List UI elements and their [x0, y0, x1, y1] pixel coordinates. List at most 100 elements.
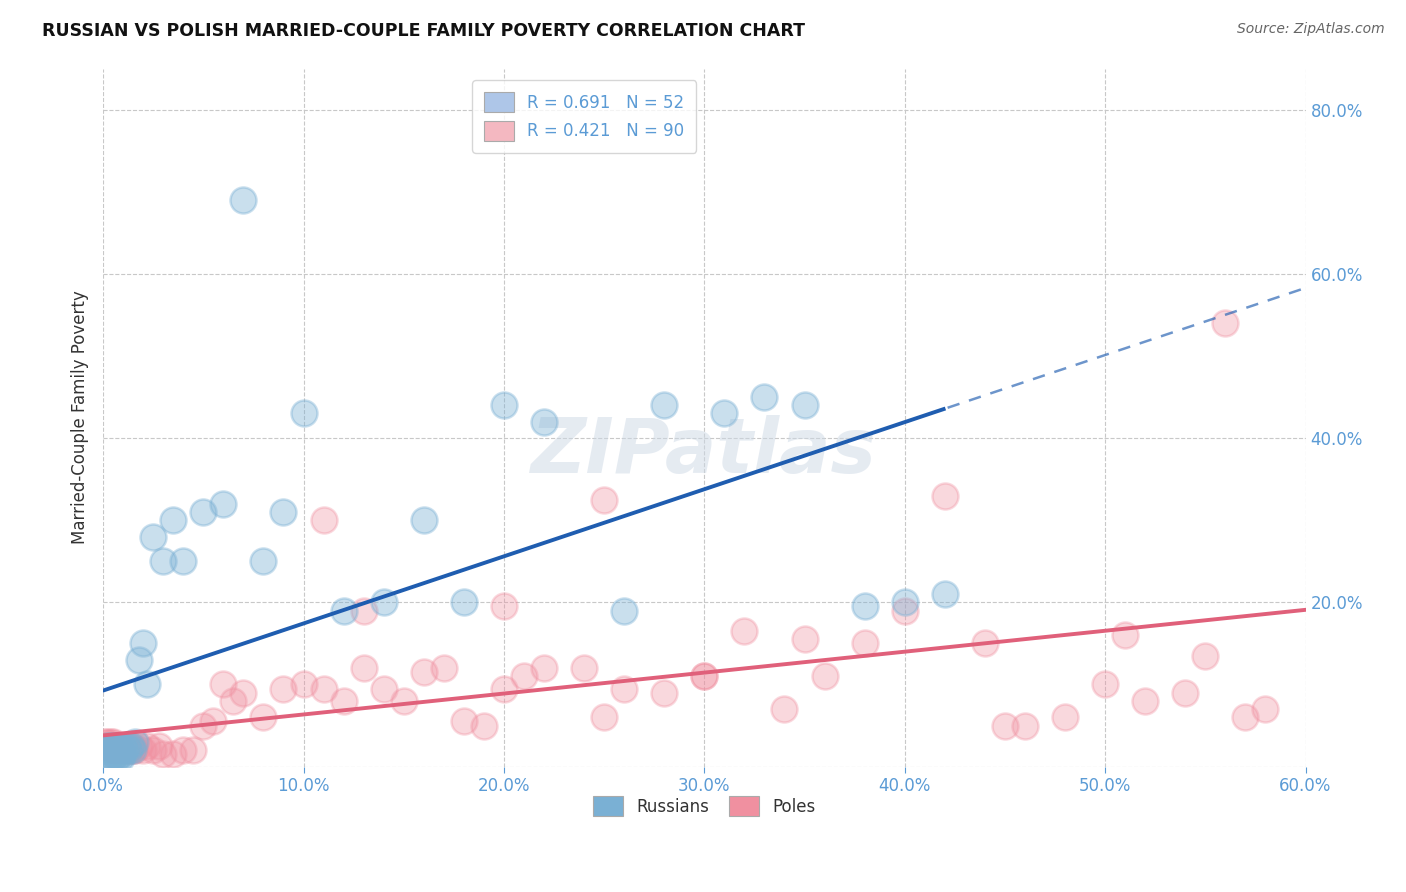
Point — [114, 743, 136, 757]
Point — [101, 739, 124, 753]
Point — [793, 632, 815, 647]
Point — [108, 747, 131, 762]
Point — [104, 739, 127, 753]
Point — [412, 665, 434, 680]
Point — [613, 603, 636, 617]
Point — [105, 743, 128, 757]
Point — [172, 743, 194, 757]
Point — [114, 739, 136, 753]
Point — [273, 505, 295, 519]
Point — [104, 747, 127, 762]
Point — [115, 743, 138, 757]
Point — [893, 603, 915, 617]
Point — [332, 694, 354, 708]
Text: ZIPatlas: ZIPatlas — [531, 416, 877, 490]
Point — [1114, 628, 1136, 642]
Point — [572, 661, 595, 675]
Point — [162, 747, 184, 762]
Point — [994, 718, 1017, 732]
Point — [114, 743, 136, 757]
Point — [136, 677, 159, 691]
Point — [124, 735, 146, 749]
Point — [733, 624, 755, 638]
Point — [112, 747, 135, 762]
Point — [142, 530, 165, 544]
Point — [353, 661, 375, 675]
Point — [232, 686, 254, 700]
Point — [713, 406, 735, 420]
Point — [212, 677, 235, 691]
Point — [110, 743, 132, 757]
Point — [533, 415, 555, 429]
Point — [132, 636, 155, 650]
Point — [110, 751, 132, 765]
Point — [96, 739, 118, 753]
Point — [613, 681, 636, 696]
Point — [332, 603, 354, 617]
Point — [652, 686, 675, 700]
Point — [100, 735, 122, 749]
Point — [934, 489, 956, 503]
Point — [353, 603, 375, 617]
Point — [96, 739, 118, 753]
Point — [120, 739, 142, 753]
Point — [492, 398, 515, 412]
Point — [101, 735, 124, 749]
Point — [453, 595, 475, 609]
Point — [152, 747, 174, 762]
Point — [533, 661, 555, 675]
Point — [101, 743, 124, 757]
Point — [652, 398, 675, 412]
Point — [754, 390, 776, 404]
Point — [115, 739, 138, 753]
Point — [100, 739, 122, 753]
Point — [100, 739, 122, 753]
Point — [104, 743, 127, 757]
Y-axis label: Married-Couple Family Poverty: Married-Couple Family Poverty — [72, 291, 89, 544]
Point — [112, 739, 135, 753]
Point — [1254, 702, 1277, 716]
Point — [105, 751, 128, 765]
Point — [433, 661, 456, 675]
Point — [773, 702, 796, 716]
Point — [118, 743, 141, 757]
Point — [252, 710, 274, 724]
Point — [115, 739, 138, 753]
Point — [593, 492, 616, 507]
Point — [152, 554, 174, 568]
Point — [1014, 718, 1036, 732]
Point — [148, 739, 170, 753]
Point — [108, 739, 131, 753]
Point — [853, 599, 876, 614]
Point — [1215, 316, 1237, 330]
Point — [132, 743, 155, 757]
Point — [693, 669, 716, 683]
Point — [513, 669, 536, 683]
Point — [1094, 677, 1116, 691]
Point — [273, 681, 295, 696]
Point — [108, 743, 131, 757]
Point — [120, 743, 142, 757]
Point — [101, 743, 124, 757]
Point — [120, 739, 142, 753]
Point — [98, 743, 121, 757]
Point — [232, 193, 254, 207]
Point — [108, 739, 131, 753]
Point — [492, 681, 515, 696]
Point — [96, 747, 118, 762]
Point — [392, 694, 415, 708]
Point — [292, 406, 315, 420]
Point — [110, 739, 132, 753]
Point — [98, 751, 121, 765]
Text: Source: ZipAtlas.com: Source: ZipAtlas.com — [1237, 22, 1385, 37]
Point — [122, 739, 145, 753]
Point — [472, 718, 495, 732]
Point — [1135, 694, 1157, 708]
Point — [1174, 686, 1197, 700]
Point — [94, 735, 117, 749]
Point — [893, 595, 915, 609]
Point — [110, 743, 132, 757]
Point — [172, 554, 194, 568]
Point — [136, 739, 159, 753]
Point — [124, 743, 146, 757]
